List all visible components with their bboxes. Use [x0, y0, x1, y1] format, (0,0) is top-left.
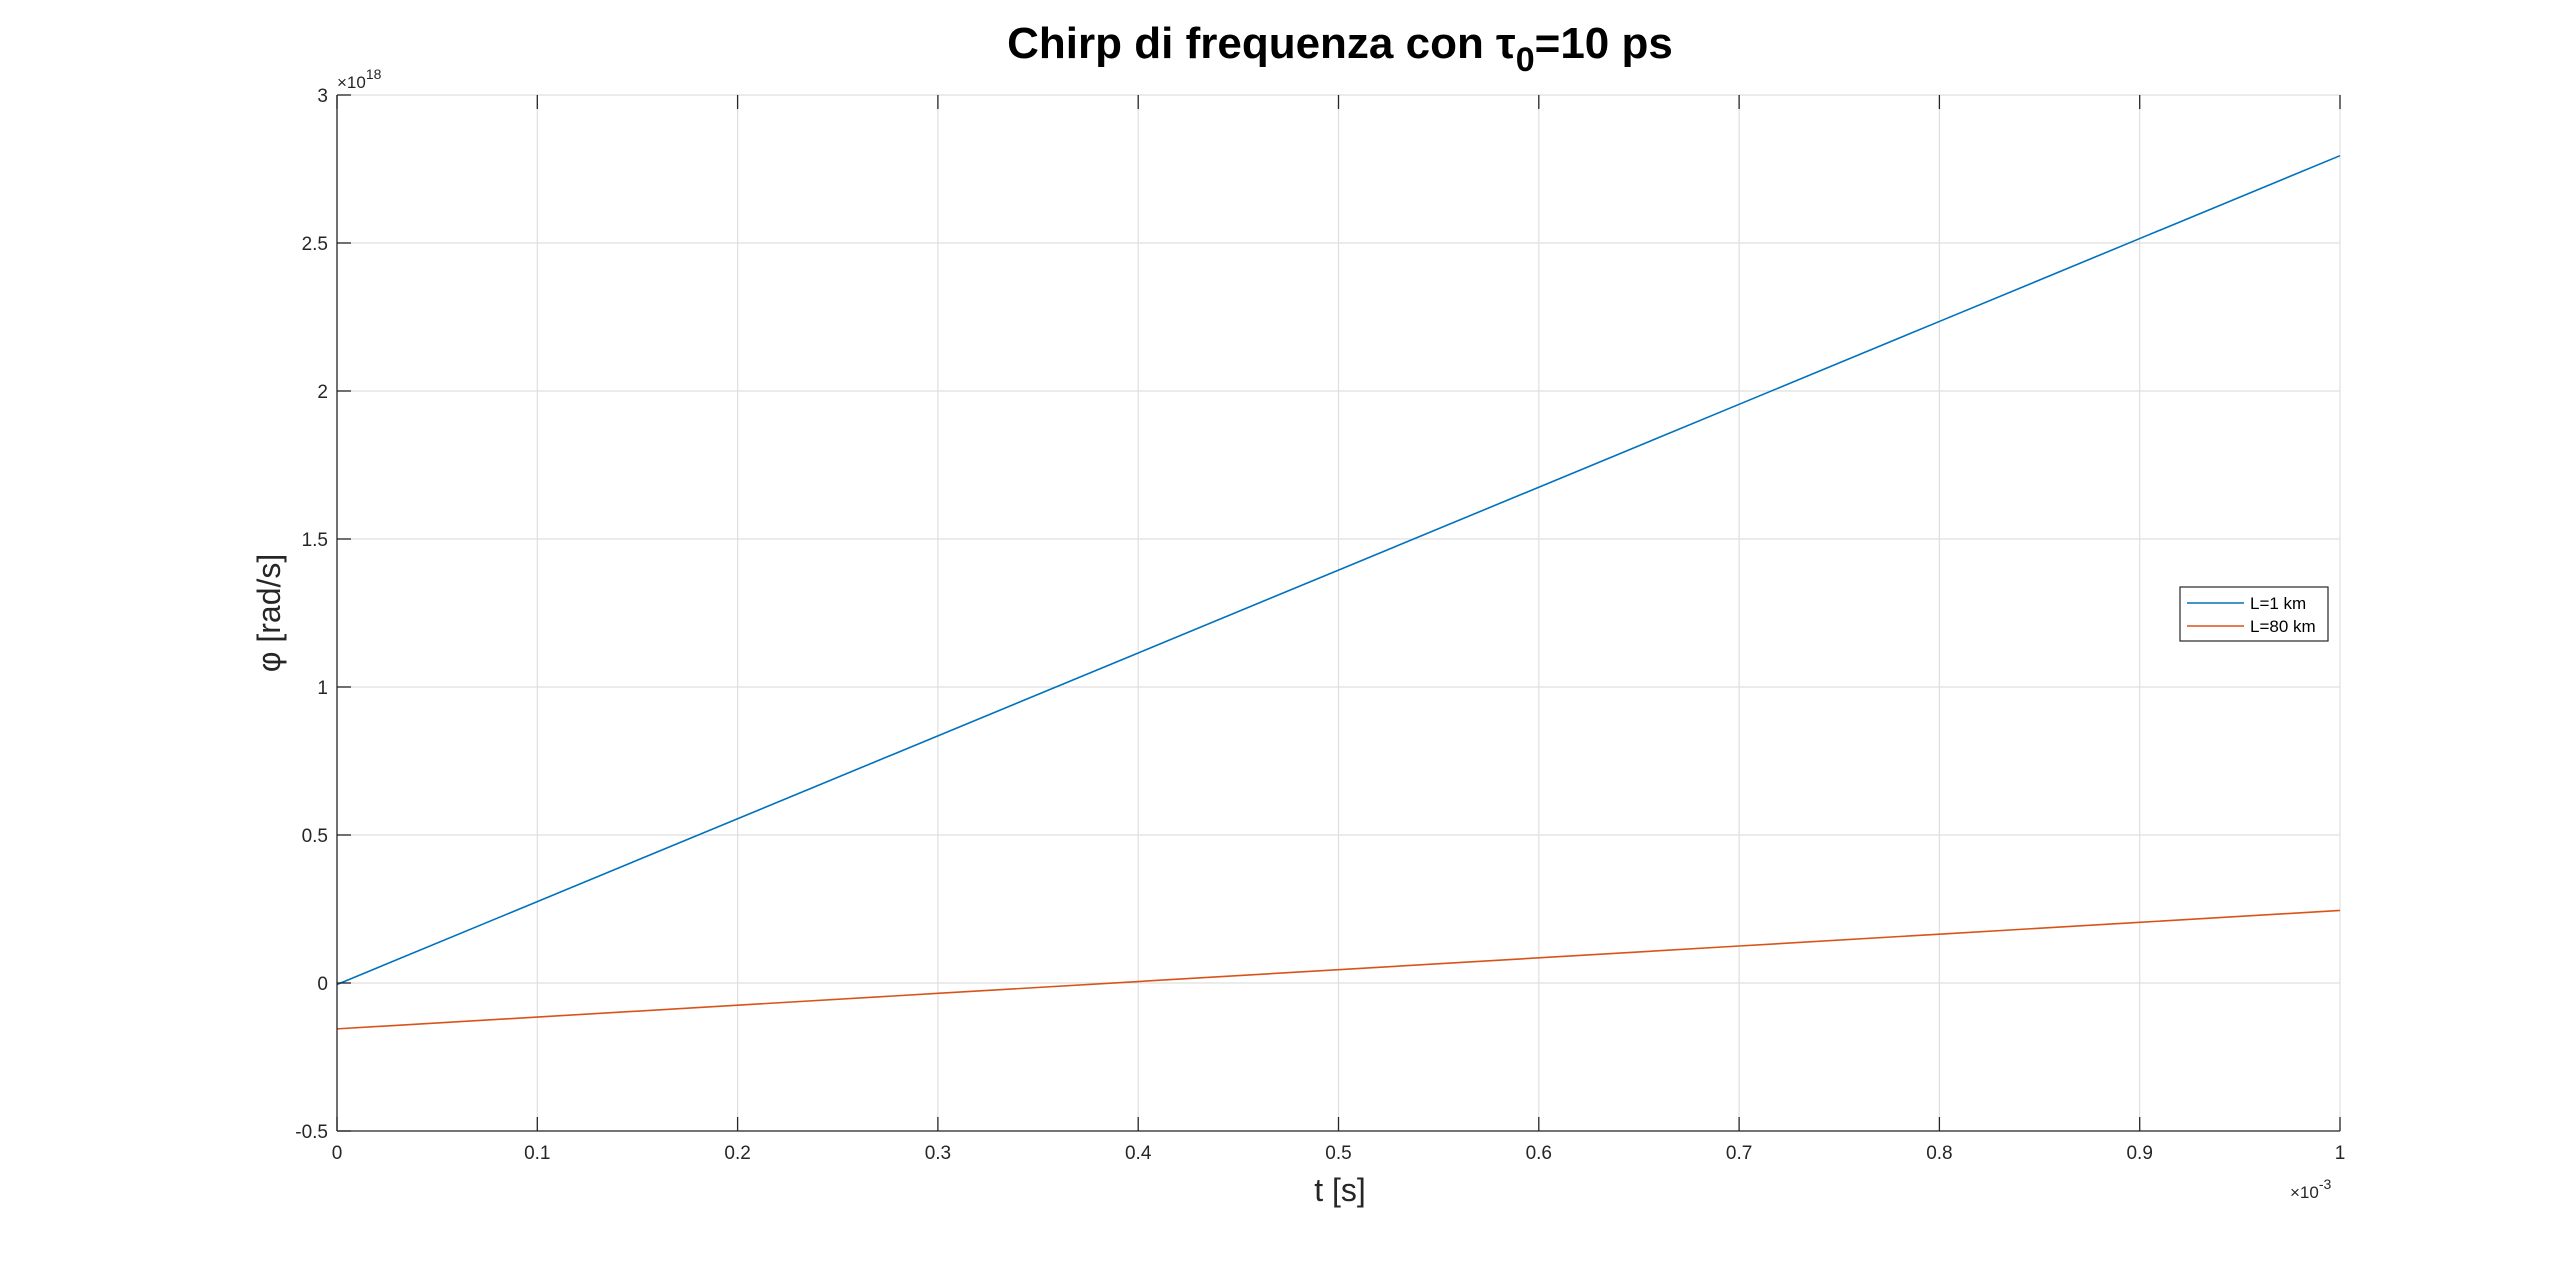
y-tick-label: 1 — [317, 678, 328, 699]
x-tick-label: 0.7 — [1726, 1143, 1752, 1164]
series-layer — [336, 154, 2341, 1030]
x-tick-label: 0.1 — [524, 1143, 550, 1164]
axes-layer — [336, 94, 2341, 1132]
y-exponent-base: ×10 — [337, 73, 366, 92]
y-exponent-label: ×1018 — [337, 66, 382, 92]
chart-title-subscript: 0 — [1516, 41, 1535, 79]
x-tick-label: 0.4 — [1125, 1143, 1152, 1164]
legend: L=1 km L=80 km — [2179, 586, 2329, 642]
x-tick-label: 0.6 — [1526, 1143, 1552, 1164]
y-tick-label: 1.5 — [302, 530, 328, 551]
series-line-2 — [336, 909, 2341, 1030]
y-tick-label: 3 — [317, 86, 328, 107]
x-exponent-base: ×10 — [2290, 1183, 2319, 1202]
x-tick-label: 0.8 — [1926, 1143, 1952, 1164]
x-tick-label: 0 — [332, 1143, 343, 1164]
y-tick-label: 0 — [317, 974, 328, 995]
y-tick-label: 2 — [317, 382, 328, 403]
x-tick-labels: 0 0.1 0.2 0.3 0.4 0.5 0.6 0.7 0.8 0.9 1 — [332, 1143, 2346, 1164]
legend-box — [2179, 586, 2329, 642]
chart-title: Chirp di frequenza con τ0=10 ps — [1007, 19, 1673, 79]
x-tick-label: 0.2 — [724, 1143, 750, 1164]
y-tick-labels: -0.5 0 0.5 1 1.5 2 2.5 3 — [295, 86, 328, 1143]
legend-label-series-2: L=80 km — [2250, 617, 2316, 636]
x-axis-label: t [s] — [1314, 1172, 1366, 1208]
x-tick-label: 0.5 — [1325, 1143, 1351, 1164]
legend-label-series-1: L=1 km — [2250, 594, 2306, 613]
y-axis-label: φ [rad/s] — [251, 554, 287, 673]
x-tick-label: 0.9 — [2126, 1143, 2152, 1164]
x-exponent-label: ×10-3 — [2290, 1176, 2332, 1202]
y-tick-label: 0.5 — [302, 826, 328, 847]
y-tick-label: 2.5 — [302, 234, 328, 255]
y-tick-label: -0.5 — [295, 1122, 328, 1143]
x-exponent-power: -3 — [2319, 1176, 2332, 1192]
y-exponent-power: 18 — [366, 66, 382, 82]
chart-title-main: Chirp di frequenza con τ — [1007, 19, 1516, 68]
x-tick-label: 1 — [2335, 1143, 2346, 1164]
x-tick-label: 0.3 — [925, 1143, 951, 1164]
chart-title-suffix: =10 ps — [1535, 19, 1673, 68]
series-line-1 — [336, 154, 2341, 986]
